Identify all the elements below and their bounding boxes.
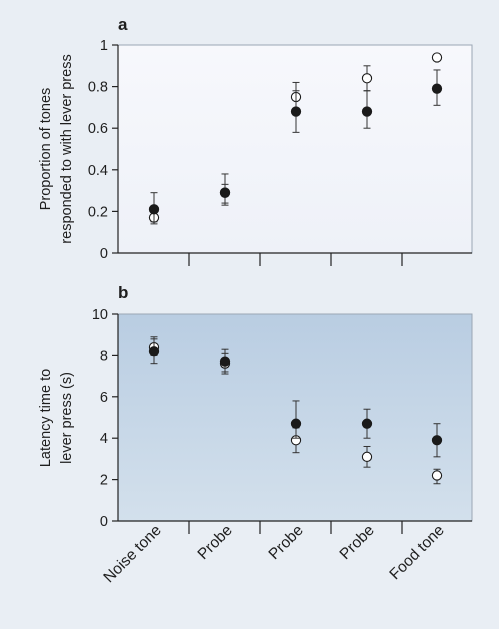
data-marks-b	[148, 336, 443, 485]
y-tick-label-b: 10	[92, 307, 108, 323]
y-axis-label-a-line2: responded to with lever press	[59, 54, 75, 243]
panel-a: a Proportion of tones responded to with …	[38, 15, 473, 266]
y-tick-label-b: 8	[100, 348, 108, 364]
data-point-open	[361, 73, 373, 84]
y-tick-label-a: 1	[100, 38, 108, 54]
axes-a: 0 0.2 0.4 0.6 0.8 1	[88, 38, 472, 266]
y-tick-label-a: 0.8	[88, 80, 108, 96]
data-point-filled	[148, 204, 160, 215]
data-point-filled	[431, 435, 443, 446]
y-tick-label-a: 0.4	[88, 163, 108, 179]
data-point-filled	[431, 83, 443, 94]
data-point-open	[361, 451, 373, 462]
y-tick-label-a: 0.6	[88, 121, 108, 137]
y-tick-label-a: 0	[100, 246, 108, 262]
data-point-filled	[361, 106, 373, 117]
data-point-open	[431, 470, 443, 481]
data-point-filled	[290, 106, 302, 117]
data-point-filled	[290, 418, 302, 429]
panel-label-a: a	[118, 15, 128, 34]
plot-area-a	[117, 44, 473, 254]
data-marks-a	[148, 52, 443, 225]
y-axis-label-b-line2: lever press (s)	[59, 372, 75, 464]
axes-b: 0 2 4 6 8 10	[92, 307, 472, 534]
y-tick-label-b: 0	[100, 514, 108, 530]
y-tick-label-a: 0.2	[88, 204, 108, 220]
y-axis-label-b-line1: Latency time to	[38, 369, 54, 467]
data-point-filled	[361, 418, 373, 429]
y-axis-label-a-line1: Proportion of tones	[38, 88, 54, 211]
data-point-filled	[148, 346, 160, 357]
plot-area-b	[117, 313, 473, 522]
data-point-open	[431, 52, 443, 63]
y-tick-label-b: 6	[100, 390, 108, 406]
data-point-filled	[219, 187, 231, 198]
data-point-filled	[219, 356, 231, 367]
y-tick-label-b: 4	[100, 431, 108, 447]
y-tick-label-b: 2	[100, 473, 108, 489]
panel-label-b: b	[118, 283, 128, 302]
